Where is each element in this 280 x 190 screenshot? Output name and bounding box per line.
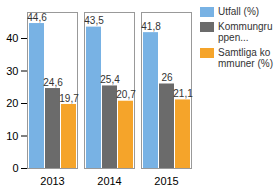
- svg-text:19,7: 19,7: [59, 93, 79, 104]
- svg-text:44,6: 44,6: [27, 12, 47, 23]
- svg-text:24,6: 24,6: [43, 77, 63, 88]
- svg-text:41,8: 41,8: [141, 21, 161, 32]
- svg-text:21,1: 21,1: [173, 88, 193, 99]
- svg-text:40: 40: [6, 32, 18, 44]
- html-text:Samtliga kommuner (%): Samtliga kommuner (%): [218, 47, 273, 69]
- svg-text:0: 0: [12, 162, 18, 174]
- svg-text:26: 26: [161, 72, 173, 83]
- svg-text:10: 10: [6, 130, 18, 142]
- svg-text:20: 20: [6, 97, 18, 109]
- html-text:Utfall (%): Utfall (%): [218, 6, 260, 17]
- svg-text:2014: 2014: [97, 175, 121, 187]
- svg-text:2015: 2015: [154, 175, 178, 187]
- svg-text:2013: 2013: [40, 175, 64, 187]
- svg-text:25,4: 25,4: [100, 74, 120, 85]
- svg-text:43,5: 43,5: [84, 15, 104, 26]
- svg-text:20,7: 20,7: [116, 89, 136, 100]
- html-text:Kommungruppen...: Kommungruppen...: [218, 21, 273, 43]
- svg-text:30: 30: [6, 65, 18, 77]
